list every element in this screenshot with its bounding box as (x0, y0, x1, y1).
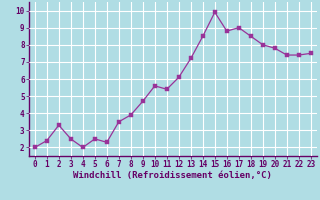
X-axis label: Windchill (Refroidissement éolien,°C): Windchill (Refroidissement éolien,°C) (73, 171, 272, 180)
